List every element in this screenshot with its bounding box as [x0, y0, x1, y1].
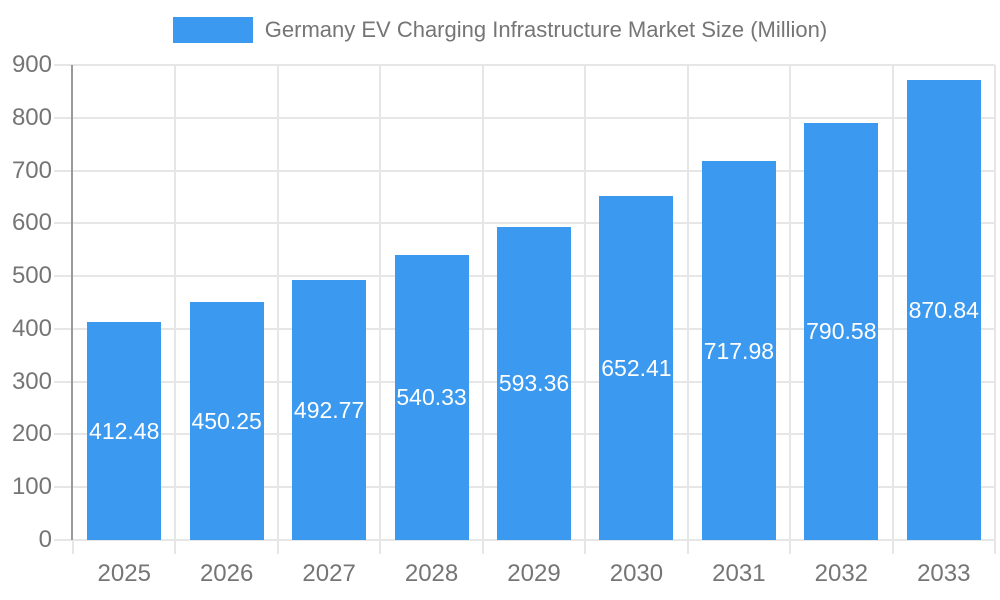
bar[interactable]: 593.36 — [497, 226, 571, 540]
y-tick-label: 0 — [38, 526, 52, 553]
bar[interactable]: 870.84 — [906, 80, 981, 540]
y-tick-label: 700 — [11, 156, 52, 184]
y-axis-line — [71, 65, 73, 540]
x-tick-label: 2026 — [199, 560, 254, 587]
x-tick-label: 2030 — [609, 560, 664, 587]
y-tick-label: 400 — [11, 314, 52, 342]
x-gridline — [174, 65, 177, 540]
bar-value-label: 540.33 — [396, 384, 467, 411]
x-axis-tick — [174, 540, 177, 554]
x-gridline — [584, 65, 587, 540]
x-axis-tick — [686, 540, 689, 554]
bar-value-label: 492.77 — [293, 396, 365, 423]
x-tick-label: 2031 — [712, 560, 766, 587]
x-gridline — [994, 65, 996, 540]
y-gridline — [54, 222, 995, 225]
x-tick-label: 2033 — [917, 560, 971, 587]
x-tick-label: 2027 — [302, 560, 356, 587]
x-axis-tick — [994, 540, 996, 554]
x-axis-tick — [789, 540, 792, 554]
x-gridline — [891, 65, 894, 540]
bar[interactable]: 540.33 — [394, 254, 469, 540]
bar-value-label: 652.41 — [601, 354, 672, 381]
x-axis-tick — [379, 540, 382, 554]
y-gridline — [54, 169, 995, 172]
x-tick-label: 2028 — [404, 560, 459, 587]
x-gridline — [481, 65, 484, 540]
x-gridline — [276, 65, 279, 540]
y-tick-label: 500 — [11, 262, 52, 290]
legend: Germany EV Charging Infrastructure Marke… — [0, 16, 1000, 44]
y-gridline — [54, 64, 995, 66]
bar[interactable]: 790.58 — [804, 122, 879, 540]
bar[interactable]: 652.41 — [599, 195, 674, 540]
bar-value-label: 450.25 — [191, 408, 262, 435]
bar[interactable]: 492.77 — [292, 279, 367, 540]
x-gridline — [379, 65, 382, 540]
x-axis-tick — [481, 540, 484, 554]
bar[interactable]: 412.48 — [87, 322, 162, 540]
x-gridline — [789, 65, 792, 540]
plot-area: 0 100 200 300 400 500 600 700 800 900 412.48 450.25… — [12, 52, 996, 587]
bar-value-label: 412.48 — [89, 418, 160, 445]
x-axis-tick — [584, 540, 587, 554]
bar-value-label: 870.84 — [908, 297, 979, 324]
y-tick-label: 200 — [11, 420, 52, 448]
x-tick-label: 2025 — [97, 560, 151, 587]
x-axis-tick — [891, 540, 894, 554]
y-tick-label: 800 — [11, 103, 52, 131]
bar-value-label: 790.58 — [806, 318, 877, 345]
legend-swatch[interactable] — [172, 17, 253, 43]
y-tick-label: 300 — [11, 367, 52, 395]
x-axis-tick — [276, 540, 279, 554]
y-tick-label: 600 — [11, 209, 52, 237]
bar-value-label: 717.98 — [703, 337, 775, 364]
bar[interactable]: 450.25 — [189, 302, 264, 540]
x-tick-label: 2032 — [814, 560, 869, 587]
bar-value-label: 593.36 — [498, 370, 570, 397]
legend-label[interactable]: Germany EV Charging Infrastructure Marke… — [264, 17, 828, 42]
y-gridline — [54, 539, 995, 541]
y-tick-label: 900 — [11, 51, 52, 78]
bar[interactable]: 717.98 — [701, 161, 776, 540]
y-tick-label: 100 — [11, 473, 52, 501]
x-axis-tick — [72, 540, 74, 554]
x-gridline — [686, 65, 689, 540]
y-gridline — [54, 116, 995, 119]
x-tick-label: 2029 — [507, 560, 561, 587]
